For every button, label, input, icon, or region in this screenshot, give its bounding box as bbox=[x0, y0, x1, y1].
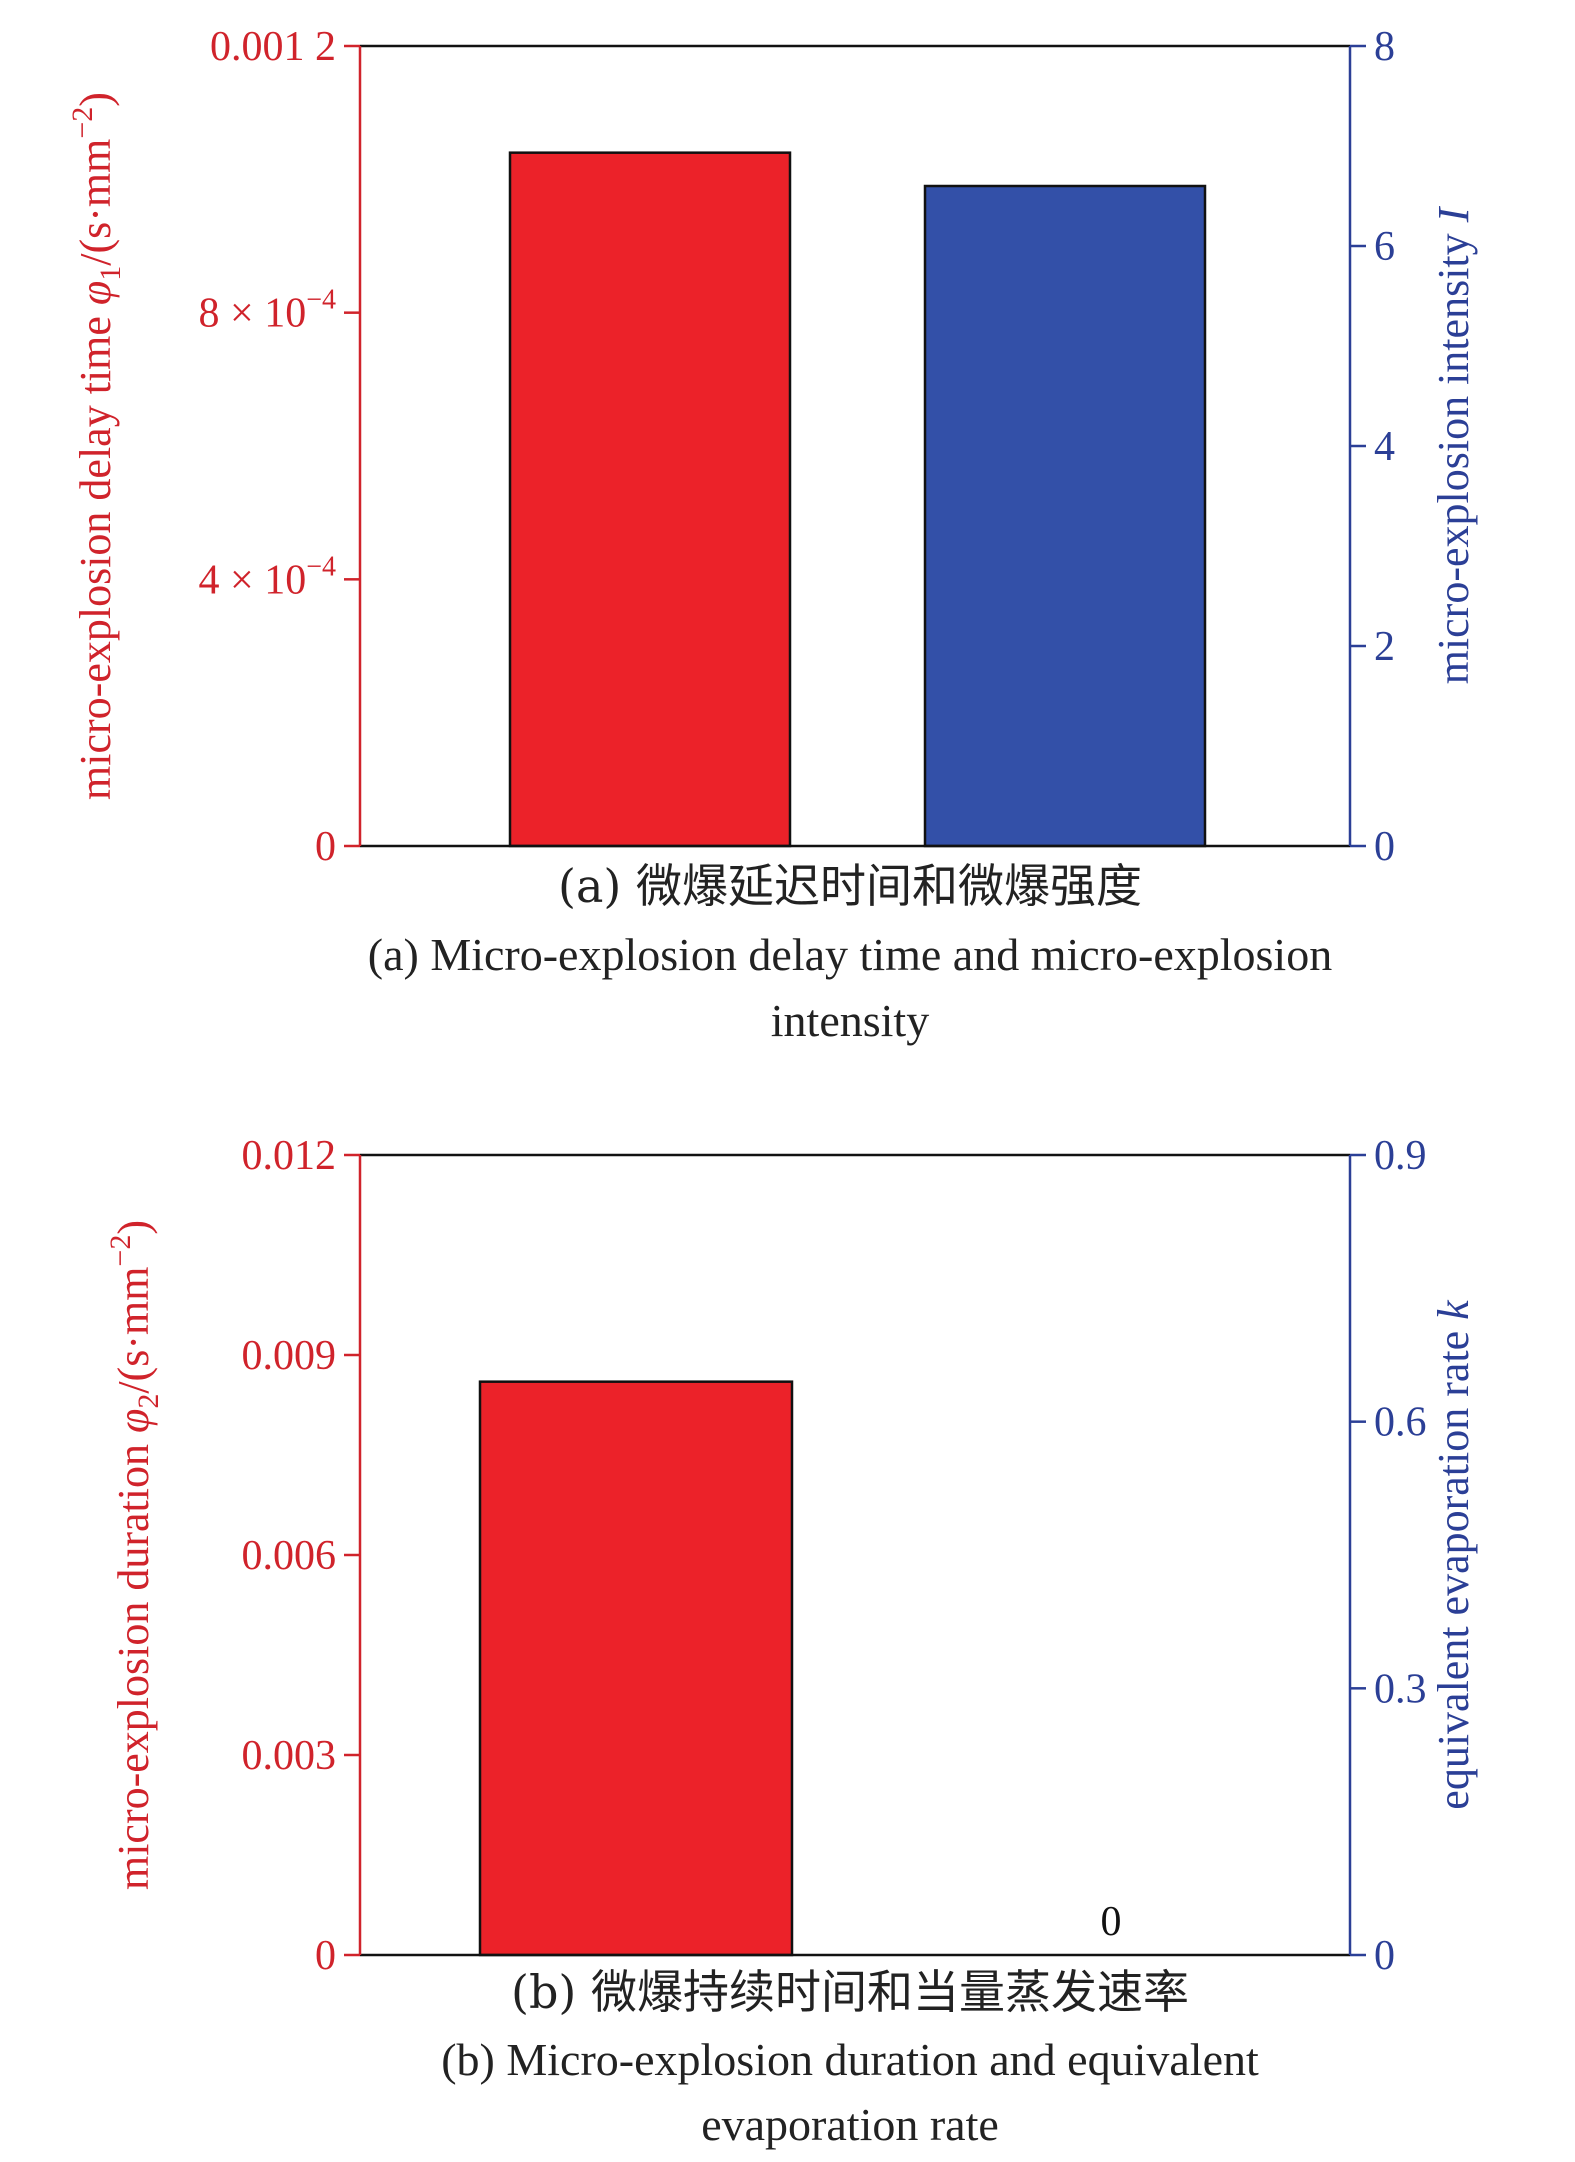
chart-a: 04 × 10−48 × 10−40.001 202468micro-explo… bbox=[66, 24, 1478, 1046]
left-axis-unit: /(s·mm bbox=[109, 1267, 158, 1394]
left-tick-text: 0 bbox=[315, 824, 336, 870]
left-axis-unit-close: ) bbox=[109, 1220, 158, 1235]
right-tick-label: 0 bbox=[1374, 824, 1395, 870]
left-axis-symbol: φ bbox=[109, 1409, 158, 1433]
left-tick-text: 0.006 bbox=[242, 1533, 337, 1579]
left-axis-superscript: −2 bbox=[104, 1235, 137, 1267]
left-axis-subscript: 2 bbox=[132, 1394, 165, 1409]
caption-english-line-1: (b) Micro-explosion duration and equival… bbox=[441, 2034, 1259, 2085]
caption-english-line-2: evaporation rate bbox=[701, 2099, 999, 2150]
left-tick-label: 0 bbox=[315, 824, 336, 870]
bar-right-series bbox=[923, 184, 1207, 848]
left-tick-label: 8 × 10−4 bbox=[199, 285, 336, 337]
caption-chinese: (b) 微爆持续时间和当量蒸发速率 bbox=[511, 1965, 1189, 2019]
right-axis-symbol: k bbox=[1429, 1299, 1478, 1320]
right-tick-label: 0.6 bbox=[1374, 1400, 1427, 1446]
right-axis-label: equivalent evaporation rate k bbox=[1429, 1299, 1478, 1810]
left-tick-text: 0 bbox=[315, 1933, 336, 1979]
right-axis-label-text: micro-explosion intensity bbox=[1429, 222, 1478, 684]
bar-left-series bbox=[508, 151, 792, 848]
right-tick-label: 8 bbox=[1374, 24, 1395, 70]
left-tick-label: 0.012 bbox=[242, 1133, 337, 1179]
left-axis-label: micro-explosion delay time φ1/(s·mm−2) bbox=[66, 92, 127, 800]
right-axis-label: micro-explosion intensity I bbox=[1429, 205, 1478, 684]
right-tick-label: 0.9 bbox=[1374, 1133, 1427, 1179]
caption-english-line-1: (a) Micro-explosion delay time and micro… bbox=[368, 929, 1332, 980]
bar-value-label: 0 bbox=[1101, 1899, 1122, 1945]
left-tick-label: 0.009 bbox=[242, 1333, 337, 1379]
left-tick-label: 0.001 2 bbox=[210, 24, 336, 70]
left-axis-label-text: micro-explosion duration bbox=[109, 1433, 158, 1890]
right-tick-label: 6 bbox=[1374, 224, 1395, 270]
left-axis-subscript: 1 bbox=[94, 266, 127, 281]
left-axis-unit: /(s·mm bbox=[71, 139, 120, 266]
left-axis-superscript: −2 bbox=[66, 107, 99, 139]
right-tick-label: 4 bbox=[1374, 424, 1395, 470]
left-axis-label-text: micro-explosion delay time bbox=[71, 305, 120, 800]
bar-left-series bbox=[478, 1380, 794, 1957]
left-tick-label: 0 bbox=[315, 1933, 336, 1979]
left-tick-label: 0.006 bbox=[242, 1533, 337, 1579]
left-tick-exponent: −4 bbox=[306, 551, 336, 582]
right-axis-symbol: I bbox=[1429, 205, 1478, 223]
left-tick-text: 0.009 bbox=[242, 1333, 337, 1379]
left-tick-text: 0.001 2 bbox=[210, 24, 336, 70]
left-axis-label: micro-explosion duration φ2/(s·mm−2) bbox=[104, 1220, 165, 1890]
caption-english-line-2: intensity bbox=[771, 995, 929, 1046]
chart-b: 0 0 0.003 0.006 0.009 0.012 0 0.3 0.6 0.9 micro-ex… bbox=[104, 1133, 1478, 2150]
left-axis-unit-close: ) bbox=[71, 92, 120, 107]
right-axis-label-text: equivalent evaporation rate bbox=[1429, 1320, 1478, 1810]
left-tick-text: 0.003 bbox=[242, 1733, 337, 1779]
left-tick-exponent: −4 bbox=[306, 285, 336, 316]
left-tick-text: 0.012 bbox=[242, 1133, 337, 1179]
left-axis-symbol: φ bbox=[71, 281, 120, 305]
right-tick-label: 0 bbox=[1374, 1933, 1395, 1979]
left-tick-label: 4 × 10−4 bbox=[199, 551, 336, 603]
right-tick-label: 0.3 bbox=[1374, 1666, 1427, 1712]
left-tick-label: 0.003 bbox=[242, 1733, 337, 1779]
caption-chinese: (a) 微爆延迟时间和微爆强度 bbox=[558, 859, 1142, 913]
right-tick-label: 2 bbox=[1374, 624, 1395, 670]
left-tick-text: 8 × 10 bbox=[199, 291, 307, 337]
left-tick-text: 4 × 10 bbox=[199, 557, 307, 603]
